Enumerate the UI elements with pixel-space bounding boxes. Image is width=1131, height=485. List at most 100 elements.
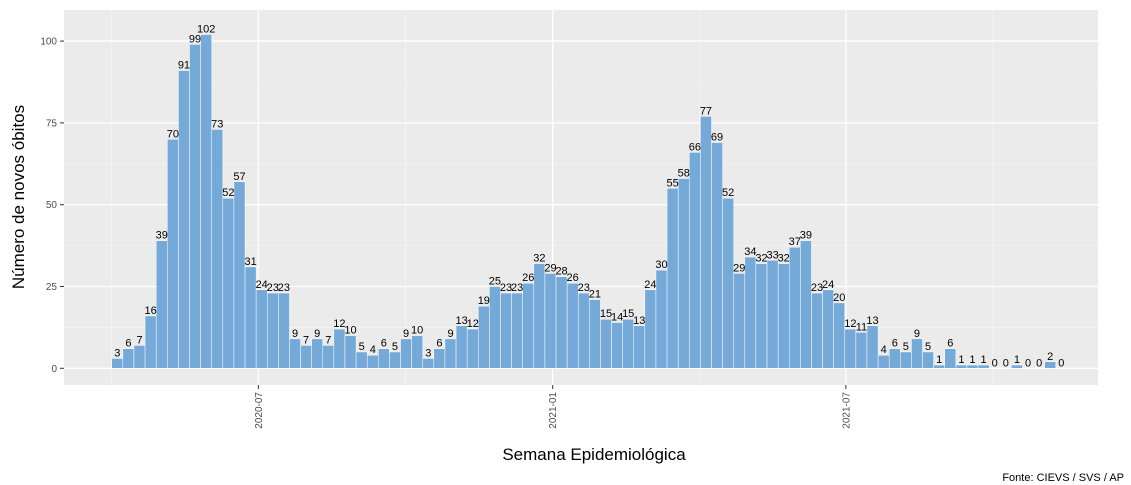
bar	[633, 325, 646, 369]
x-tick-label: 2021-01	[548, 392, 559, 429]
y-tick-label: 75	[46, 118, 58, 129]
data-label: 15	[600, 308, 612, 320]
data-label: 24	[644, 279, 656, 291]
data-label: 77	[700, 105, 712, 117]
bar	[1044, 361, 1057, 369]
data-label: 102	[197, 24, 215, 36]
data-label: 29	[544, 262, 556, 274]
bar	[800, 240, 812, 369]
bar	[722, 197, 734, 369]
data-label: 39	[156, 230, 168, 242]
bar	[533, 263, 546, 369]
bar	[655, 269, 668, 369]
data-label: 23	[278, 282, 290, 294]
data-label: 23	[578, 282, 590, 294]
bar	[322, 345, 335, 369]
bar	[522, 282, 535, 369]
data-label: 6	[892, 338, 898, 350]
data-label: 23	[267, 282, 279, 294]
data-label: 0	[1058, 357, 1064, 369]
bar	[544, 273, 557, 369]
bar	[300, 345, 312, 369]
data-label: 28	[555, 266, 567, 278]
bar	[644, 289, 657, 369]
bar	[833, 302, 846, 369]
data-label: 1	[1014, 354, 1020, 366]
data-label: 15	[622, 308, 634, 320]
data-label: 23	[500, 282, 512, 294]
y-tick-label: 50	[46, 200, 58, 211]
data-label: 20	[833, 292, 845, 304]
bar	[466, 328, 479, 369]
bar	[788, 246, 801, 369]
bar	[566, 282, 579, 369]
bar	[489, 286, 501, 369]
bar	[167, 139, 179, 369]
bar	[133, 345, 146, 369]
bar	[711, 142, 723, 369]
bar	[389, 351, 401, 369]
bar	[444, 338, 457, 369]
data-label: 19	[478, 295, 490, 307]
bar	[733, 273, 746, 369]
bar	[355, 351, 368, 369]
bar	[511, 292, 523, 369]
bar	[689, 152, 701, 369]
data-label: 9	[914, 328, 920, 340]
data-label: 6	[125, 338, 131, 350]
data-label: 7	[325, 334, 331, 346]
data-label: 32	[533, 253, 545, 265]
x-tick-label: 2021-07	[841, 392, 852, 429]
data-label: 9	[292, 328, 298, 340]
bar	[666, 188, 679, 369]
bar	[266, 292, 279, 369]
data-label: 32	[778, 253, 790, 265]
bar	[700, 116, 712, 369]
bar	[200, 34, 212, 369]
bar	[111, 358, 124, 369]
data-label: 73	[211, 118, 223, 130]
bar	[1011, 364, 1023, 369]
data-label: 16	[145, 305, 157, 317]
y-axis-title: Número de novos óbitos	[9, 105, 28, 289]
data-label: 69	[711, 132, 723, 144]
data-label: 55	[667, 177, 679, 189]
bar	[922, 351, 934, 369]
bar	[433, 348, 446, 369]
bar	[155, 240, 168, 369]
bar	[344, 335, 357, 369]
bar	[855, 332, 868, 369]
bar	[911, 338, 923, 369]
data-label: 52	[722, 187, 734, 199]
data-label: 9	[447, 328, 453, 340]
bar	[866, 325, 879, 369]
data-label: 10	[344, 325, 356, 337]
data-label: 7	[136, 334, 142, 346]
data-label: 24	[822, 279, 834, 291]
bar	[777, 263, 790, 369]
data-label: 23	[811, 282, 823, 294]
data-label: 12	[333, 318, 345, 330]
data-label: 1	[969, 354, 975, 366]
bar	[455, 325, 468, 369]
bar	[600, 318, 612, 369]
data-label: 11	[856, 321, 867, 333]
data-label: 29	[733, 262, 745, 274]
bar	[311, 338, 324, 369]
bar	[378, 348, 390, 369]
bar	[255, 289, 268, 369]
data-label: 6	[947, 338, 953, 350]
bar	[900, 351, 912, 369]
data-label: 13	[866, 315, 878, 327]
bar	[822, 289, 834, 369]
data-label: 1	[936, 354, 942, 366]
caption: Fonte: CIEVS / SVS / AP	[1002, 472, 1124, 484]
bar	[844, 328, 857, 369]
data-label: 13	[633, 315, 645, 327]
bar	[222, 197, 235, 369]
data-label: 4	[370, 344, 376, 356]
data-label: 25	[489, 276, 501, 288]
data-label: 6	[381, 338, 387, 350]
bar	[211, 129, 224, 369]
